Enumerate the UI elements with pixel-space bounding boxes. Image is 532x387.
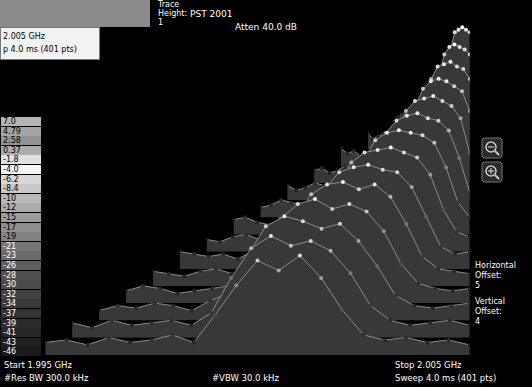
html-text:Vertical: Vertical: [475, 297, 505, 306]
html-text:#VBW 30.0 kHz: #VBW 30.0 kHz: [212, 373, 279, 383]
html-text:-6.2: -6.2: [3, 174, 19, 184]
html-text:Offset:: Offset:: [475, 307, 502, 316]
html-text:5: 5: [475, 281, 481, 290]
html-text:p 4.0 ms (401 pts): p 4.0 ms (401 pts): [3, 45, 77, 54]
html-text:-26: -26: [3, 261, 17, 270]
html-text:Start 1.995 GHz: Start 1.995 GHz: [4, 360, 72, 370]
html-text:4: 4: [475, 317, 481, 326]
html-text:-28: -28: [3, 270, 17, 280]
html-text:1: 1: [158, 18, 164, 27]
html-text:4.79: 4.79: [3, 126, 21, 136]
html-text:-46: -46: [3, 347, 17, 357]
html-text:0.37: 0.37: [3, 145, 21, 155]
html-text:-19: -19: [3, 232, 17, 242]
html-text:-12: -12: [3, 203, 17, 213]
html-text:-34: -34: [3, 299, 17, 309]
html-text:-10: -10: [3, 193, 17, 203]
html-text:-30: -30: [3, 280, 17, 290]
html-text:PST 2001: PST 2001: [190, 9, 233, 19]
html-text:Horizontal: Horizontal: [475, 261, 516, 270]
html-text:-43: -43: [3, 337, 17, 347]
html-text:2.58: 2.58: [3, 136, 21, 146]
html-text:Sweep 4.0 ms (401 pts): Sweep 4.0 ms (401 pts): [395, 373, 497, 383]
html-text:-23: -23: [3, 251, 17, 261]
html-text:7.0: 7.0: [3, 117, 16, 126]
html-text:-21: -21: [3, 241, 17, 251]
html-text:-15: -15: [3, 213, 17, 222]
html-text:Height:: Height:: [158, 9, 188, 18]
html-text:-32: -32: [3, 289, 17, 299]
html-text:#Res BW 300.0 kHz: #Res BW 300.0 kHz: [4, 373, 89, 383]
html-text:-39: -39: [3, 318, 17, 328]
html-text:-1.8: -1.8: [3, 155, 19, 165]
html-text:Trace: Trace: [158, 0, 180, 9]
html-text:-8.4: -8.4: [3, 184, 19, 194]
html-text:-4.0: -4.0: [3, 165, 19, 174]
html-text:Stop 2.005 GHz: Stop 2.005 GHz: [395, 360, 462, 370]
html-text:-41: -41: [3, 328, 17, 338]
html-text:-17: -17: [3, 222, 17, 232]
html-text:-37: -37: [3, 309, 17, 318]
svg-text:Atten 40.0 dB: Atten 40.0 dB: [235, 22, 297, 32]
html-text:2.005 GHz: 2.005 GHz: [3, 32, 45, 41]
html-text:Offset:: Offset:: [475, 271, 502, 280]
